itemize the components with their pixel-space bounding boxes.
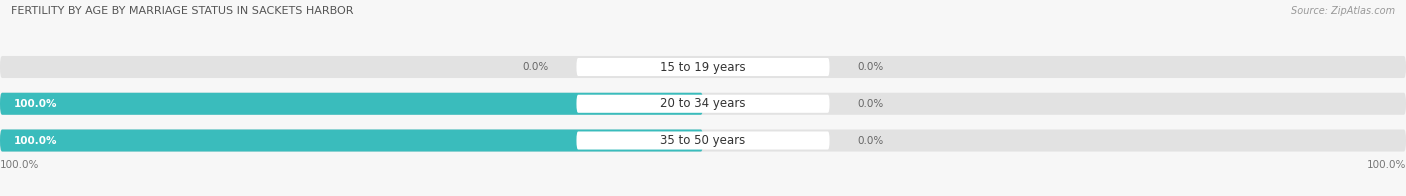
FancyBboxPatch shape (0, 130, 1406, 152)
Text: 0.0%: 0.0% (858, 99, 884, 109)
FancyBboxPatch shape (576, 132, 830, 150)
Text: Source: ZipAtlas.com: Source: ZipAtlas.com (1291, 6, 1395, 16)
Text: 15 to 19 years: 15 to 19 years (661, 61, 745, 74)
Text: 0.0%: 0.0% (858, 62, 884, 72)
Text: 100.0%: 100.0% (14, 135, 58, 145)
FancyBboxPatch shape (0, 56, 1406, 78)
Text: 100.0%: 100.0% (14, 99, 58, 109)
FancyBboxPatch shape (576, 95, 830, 113)
Legend: Married, Unmarried: Married, Unmarried (0, 193, 80, 196)
Text: 35 to 50 years: 35 to 50 years (661, 134, 745, 147)
FancyBboxPatch shape (0, 93, 1406, 115)
Text: 20 to 34 years: 20 to 34 years (661, 97, 745, 110)
Text: FERTILITY BY AGE BY MARRIAGE STATUS IN SACKETS HARBOR: FERTILITY BY AGE BY MARRIAGE STATUS IN S… (11, 6, 354, 16)
Text: 0.0%: 0.0% (858, 135, 884, 145)
Text: 100.0%: 100.0% (0, 160, 39, 170)
Text: 0.0%: 0.0% (522, 62, 548, 72)
FancyBboxPatch shape (0, 130, 703, 152)
FancyBboxPatch shape (0, 93, 703, 115)
FancyBboxPatch shape (576, 58, 830, 76)
Text: 100.0%: 100.0% (1367, 160, 1406, 170)
